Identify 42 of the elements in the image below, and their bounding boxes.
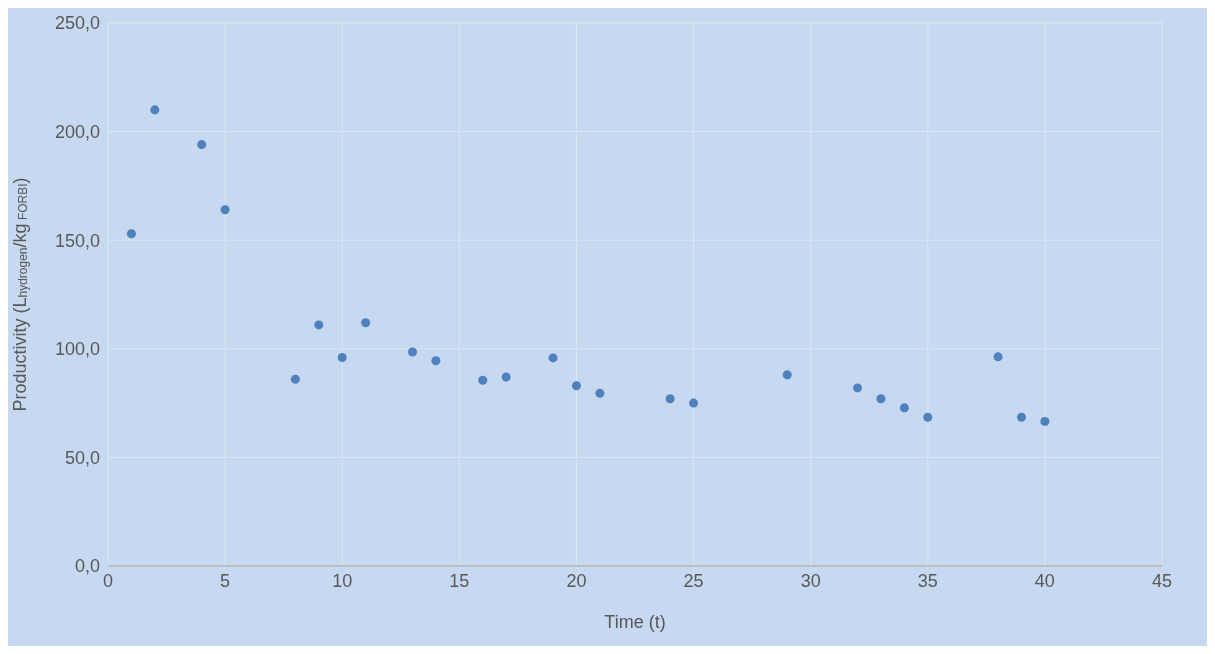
point xyxy=(853,383,863,393)
point xyxy=(290,374,300,384)
y-tick-label: 0,0 xyxy=(74,556,100,577)
point xyxy=(478,375,488,385)
point xyxy=(150,105,160,115)
point xyxy=(1040,417,1050,427)
x-tick-label: 0 xyxy=(102,570,114,591)
y-tick-label: 50,0 xyxy=(64,447,100,468)
x-tick-label: 25 xyxy=(683,570,704,591)
point xyxy=(782,370,792,380)
x-tick-label: 20 xyxy=(566,570,587,591)
point xyxy=(501,372,511,382)
point xyxy=(993,352,1003,362)
point xyxy=(407,347,417,357)
point xyxy=(665,394,675,404)
y-tick-label: 150,0 xyxy=(54,230,100,251)
x-tick-label: 30 xyxy=(800,570,821,591)
x-tick-label: 35 xyxy=(917,570,938,591)
point xyxy=(923,412,933,422)
point xyxy=(220,205,230,215)
y-tick-label: 200,0 xyxy=(54,121,100,142)
x-axis-title: Time (t) xyxy=(604,612,666,632)
point xyxy=(126,229,136,239)
y-tick-label: 250,0 xyxy=(54,13,100,34)
point xyxy=(689,398,699,408)
point xyxy=(314,320,324,330)
point xyxy=(571,381,581,391)
point xyxy=(337,352,347,362)
point xyxy=(595,388,605,398)
point xyxy=(431,356,441,366)
point xyxy=(361,318,371,328)
point xyxy=(876,394,886,404)
y-tick-label: 100,0 xyxy=(54,339,100,360)
point xyxy=(197,140,207,150)
point xyxy=(548,353,558,363)
x-tick-label: 45 xyxy=(1151,570,1173,591)
x-tick-label: 10 xyxy=(332,570,353,591)
point xyxy=(899,403,909,413)
x-tick-label: 15 xyxy=(449,570,470,591)
x-tick-label: 5 xyxy=(220,570,231,591)
point xyxy=(1016,412,1026,422)
x-tick-label: 40 xyxy=(1034,570,1055,591)
